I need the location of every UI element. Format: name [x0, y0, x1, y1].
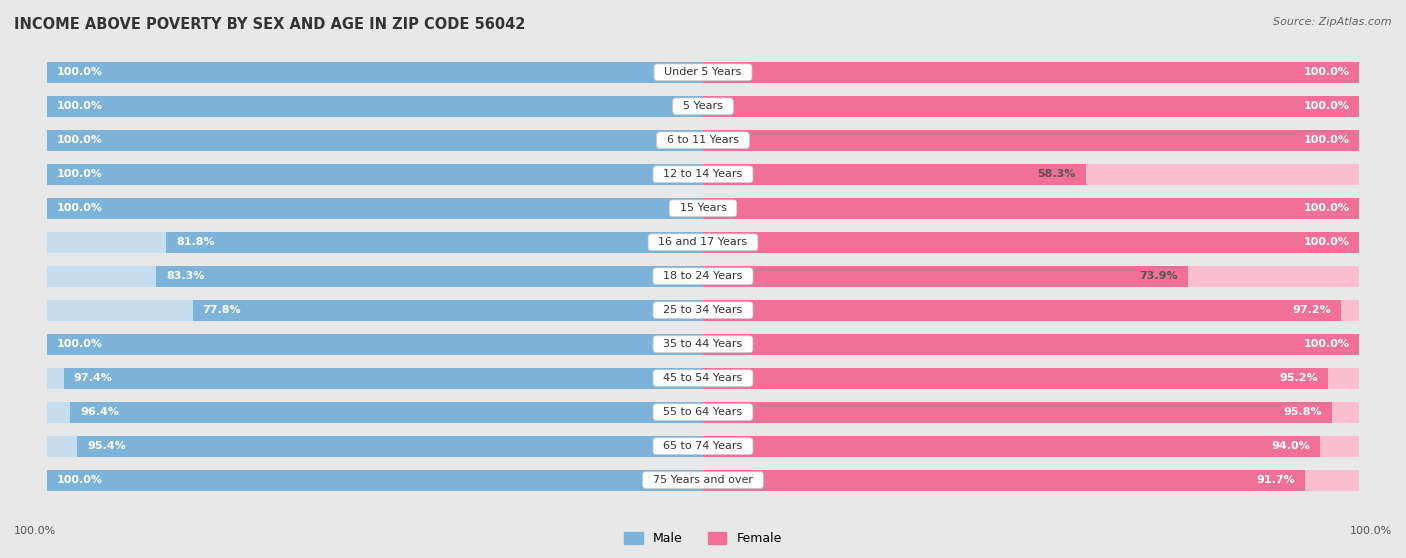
Text: 65 to 74 Years: 65 to 74 Years — [657, 441, 749, 451]
Bar — [703, 470, 1305, 490]
Bar — [46, 163, 703, 185]
Text: 100.0%: 100.0% — [56, 203, 103, 213]
Bar — [46, 300, 703, 321]
Bar — [193, 300, 703, 321]
Text: 100.0%: 100.0% — [56, 475, 103, 485]
Text: 100.0%: 100.0% — [1303, 135, 1350, 145]
Text: 25 to 34 Years: 25 to 34 Years — [657, 305, 749, 315]
Bar — [46, 96, 703, 117]
Bar — [703, 470, 1360, 490]
Text: 100.0%: 100.0% — [56, 102, 103, 111]
Bar — [46, 470, 703, 490]
Bar — [46, 198, 703, 219]
Text: 91.7%: 91.7% — [1256, 475, 1295, 485]
Text: 75 Years and over: 75 Years and over — [645, 475, 761, 485]
Text: 100.0%: 100.0% — [1303, 237, 1350, 247]
Bar — [703, 402, 1360, 422]
Bar — [703, 232, 1360, 253]
Text: 100.0%: 100.0% — [1303, 339, 1350, 349]
Text: INCOME ABOVE POVERTY BY SEX AND AGE IN ZIP CODE 56042: INCOME ABOVE POVERTY BY SEX AND AGE IN Z… — [14, 17, 526, 32]
Bar — [703, 198, 1360, 219]
Bar — [63, 368, 703, 389]
Bar — [703, 402, 1331, 422]
Bar — [46, 198, 703, 219]
Bar — [703, 334, 1360, 355]
Bar — [703, 96, 1360, 117]
Bar — [703, 62, 1360, 83]
Bar — [703, 436, 1360, 456]
Bar — [46, 163, 703, 185]
Text: 96.4%: 96.4% — [80, 407, 120, 417]
Text: 12 to 14 Years: 12 to 14 Years — [657, 169, 749, 179]
Bar — [703, 163, 1360, 185]
Text: 77.8%: 77.8% — [202, 305, 240, 315]
Legend: Male, Female: Male, Female — [619, 527, 787, 550]
Text: 100.0%: 100.0% — [1350, 526, 1392, 536]
Text: Under 5 Years: Under 5 Years — [658, 68, 748, 78]
Bar — [703, 130, 1360, 151]
Bar — [46, 232, 703, 253]
Bar — [703, 198, 1360, 219]
Text: 100.0%: 100.0% — [56, 135, 103, 145]
Text: 100.0%: 100.0% — [1303, 203, 1350, 213]
Bar — [46, 402, 703, 422]
Text: 100.0%: 100.0% — [56, 169, 103, 179]
Text: 15 Years: 15 Years — [672, 203, 734, 213]
Text: 83.3%: 83.3% — [166, 271, 205, 281]
Bar — [703, 163, 1085, 185]
Bar — [703, 334, 1360, 355]
Bar — [703, 130, 1360, 151]
Bar — [46, 96, 703, 117]
Text: 58.3%: 58.3% — [1038, 169, 1076, 179]
Text: 35 to 44 Years: 35 to 44 Years — [657, 339, 749, 349]
Bar — [46, 334, 703, 355]
Text: 81.8%: 81.8% — [176, 237, 215, 247]
Text: 55 to 64 Years: 55 to 64 Years — [657, 407, 749, 417]
Text: 45 to 54 Years: 45 to 54 Years — [657, 373, 749, 383]
Text: 16 and 17 Years: 16 and 17 Years — [651, 237, 755, 247]
Bar — [156, 266, 703, 287]
Bar — [77, 436, 703, 456]
Bar — [46, 130, 703, 151]
Text: 5 Years: 5 Years — [676, 102, 730, 111]
Text: 97.2%: 97.2% — [1292, 305, 1331, 315]
Text: 100.0%: 100.0% — [56, 68, 103, 78]
Bar — [703, 368, 1327, 389]
Bar — [703, 300, 1341, 321]
Text: 100.0%: 100.0% — [56, 339, 103, 349]
Bar — [46, 470, 703, 490]
Bar — [46, 334, 703, 355]
Text: 95.4%: 95.4% — [87, 441, 125, 451]
Bar — [46, 266, 703, 287]
Bar — [46, 62, 703, 83]
Text: 100.0%: 100.0% — [14, 526, 56, 536]
Text: 94.0%: 94.0% — [1271, 441, 1310, 451]
Bar — [703, 436, 1320, 456]
Text: 95.8%: 95.8% — [1284, 407, 1322, 417]
Bar — [46, 368, 703, 389]
Text: Source: ZipAtlas.com: Source: ZipAtlas.com — [1274, 17, 1392, 27]
Text: 97.4%: 97.4% — [73, 373, 112, 383]
Bar — [703, 300, 1360, 321]
Text: 95.2%: 95.2% — [1279, 373, 1317, 383]
Bar — [46, 130, 703, 151]
Text: 100.0%: 100.0% — [1303, 102, 1350, 111]
Bar — [703, 62, 1360, 83]
Text: 18 to 24 Years: 18 to 24 Years — [657, 271, 749, 281]
Text: 73.9%: 73.9% — [1139, 271, 1178, 281]
Bar — [46, 62, 703, 83]
Bar — [703, 96, 1360, 117]
Bar — [703, 368, 1360, 389]
Bar — [166, 232, 703, 253]
Bar — [703, 232, 1360, 253]
Bar — [70, 402, 703, 422]
Bar — [703, 266, 1188, 287]
Bar — [703, 266, 1360, 287]
Bar — [46, 436, 703, 456]
Text: 6 to 11 Years: 6 to 11 Years — [659, 135, 747, 145]
Text: 100.0%: 100.0% — [1303, 68, 1350, 78]
